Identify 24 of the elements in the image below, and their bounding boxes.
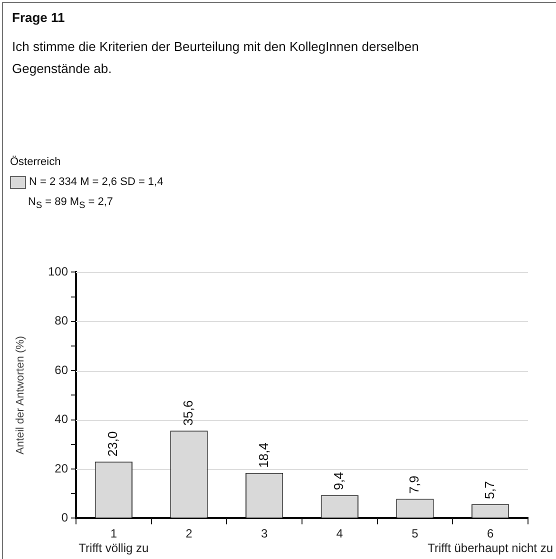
- y-tick-label: 40: [54, 412, 68, 426]
- chart-subtitle: Ich stimme die Kriterien der Beurteilung mit den KollegInnen derselben Gegenstände ab.: [12, 38, 420, 78]
- x-tick-label: 1 Trifft völlig zu: [78, 526, 149, 556]
- x-tick-label: 5: [412, 526, 419, 541]
- legend-title: Österreich: [10, 154, 62, 170]
- data-label: 9,4: [331, 472, 346, 490]
- y-tick-label: 20: [54, 461, 68, 476]
- data-label: 23,0: [105, 431, 120, 457]
- x-tick-label: 2: [186, 526, 193, 541]
- x-tick-label: 3: [260, 526, 268, 541]
- x-tick-label: 6 Trifft überhaupt nicht zu: [428, 526, 553, 556]
- legend-label: N = 2 334 M = 2,6 SD = 1,4: [29, 175, 164, 190]
- chart-title: Frage 11: [12, 10, 65, 25]
- data-label: 18,4: [256, 442, 271, 468]
- data-label: 7,9: [406, 476, 422, 494]
- y-tick-label: 60: [54, 362, 68, 377]
- data-label: 35,6: [180, 400, 196, 426]
- y-axis-title: Anteil der Antworten (%): [14, 336, 27, 455]
- y-tick-label: 100: [48, 264, 68, 279]
- data-label: 5,7: [482, 481, 497, 500]
- y-tick-label: 80: [54, 314, 68, 328]
- text: N$_{S}$ = 89 M$_{S}$ = 2,7: [27, 195, 114, 212]
- x-tick-label: 4: [336, 526, 344, 541]
- y-tick-label: 0: [61, 510, 68, 525]
